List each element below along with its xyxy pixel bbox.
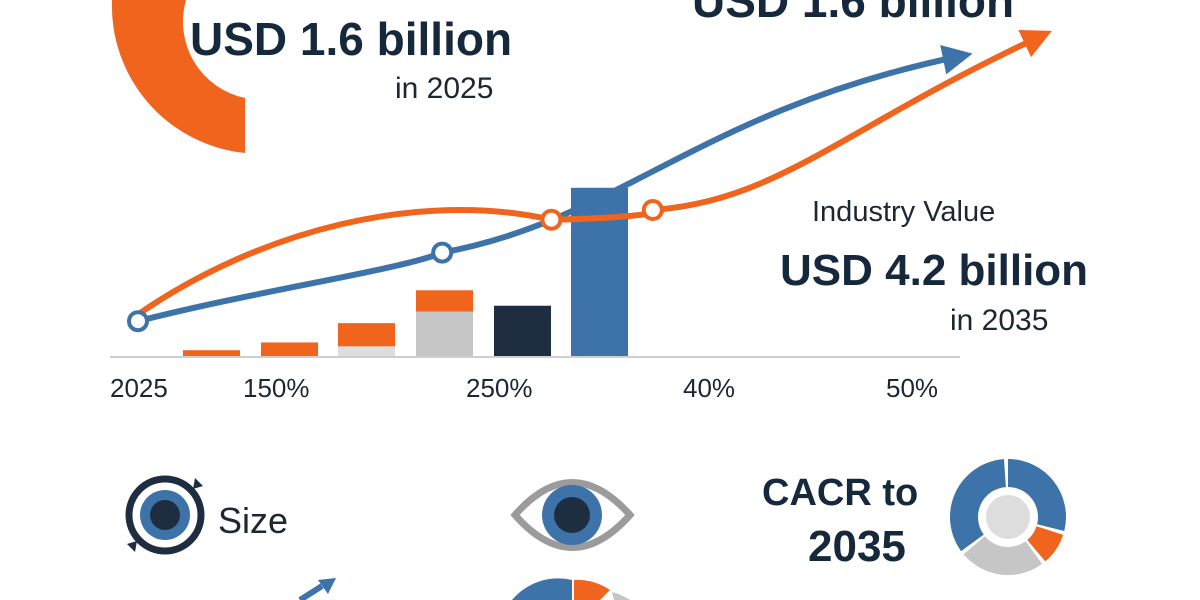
data-point-marker	[127, 310, 149, 333]
data-point-marker	[540, 208, 563, 231]
donut-slice	[949, 459, 1006, 552]
x-tick-label: 40%	[683, 373, 736, 403]
cagr-label-line2: 2035	[808, 522, 906, 571]
target-ring-icon	[125, 475, 205, 555]
donut-slice	[963, 536, 1043, 575]
donut-center	[986, 495, 1030, 539]
partial-donut-icon	[512, 578, 630, 600]
orange-arc-icon	[111, 0, 245, 153]
data-point-marker	[431, 241, 454, 264]
x-tick-label: 2025	[110, 373, 168, 403]
bar-segment	[571, 187, 628, 356]
bar-segment	[338, 323, 395, 347]
eye-icon	[510, 479, 635, 551]
x-tick-label: 50%	[886, 373, 939, 403]
bar-segment	[416, 290, 473, 312]
cagr-label-line1: CACR to	[762, 472, 919, 514]
x-tick-label: 250%	[466, 373, 533, 403]
trend-lines	[127, 30, 1052, 333]
bar-segment	[338, 346, 395, 356]
arrow-up-icon	[298, 578, 336, 600]
blue-trend-line	[137, 44, 973, 325]
headline-top-year: in 2025	[395, 72, 494, 105]
x-tick-label: 150%	[243, 373, 310, 403]
industry-value-label: Industry Value	[812, 196, 996, 228]
bar-segment	[494, 305, 551, 356]
donut-slice	[1027, 526, 1064, 562]
donut-slice	[1008, 459, 1066, 532]
bar-segment	[416, 311, 473, 356]
headline-top-value: USD 1.6 billion	[190, 13, 513, 65]
headline-right-year: in 2035	[950, 304, 1049, 337]
data-point-marker	[641, 199, 664, 222]
segmented-donut-icon	[949, 459, 1066, 575]
bar-segment	[261, 342, 318, 356]
headline-right-value: USD 4.2 billion	[780, 246, 1089, 295]
bar-segment	[183, 350, 240, 356]
headline-cut-value: USD 1.6 billion	[692, 0, 1015, 27]
size-label: Size	[218, 500, 289, 541]
